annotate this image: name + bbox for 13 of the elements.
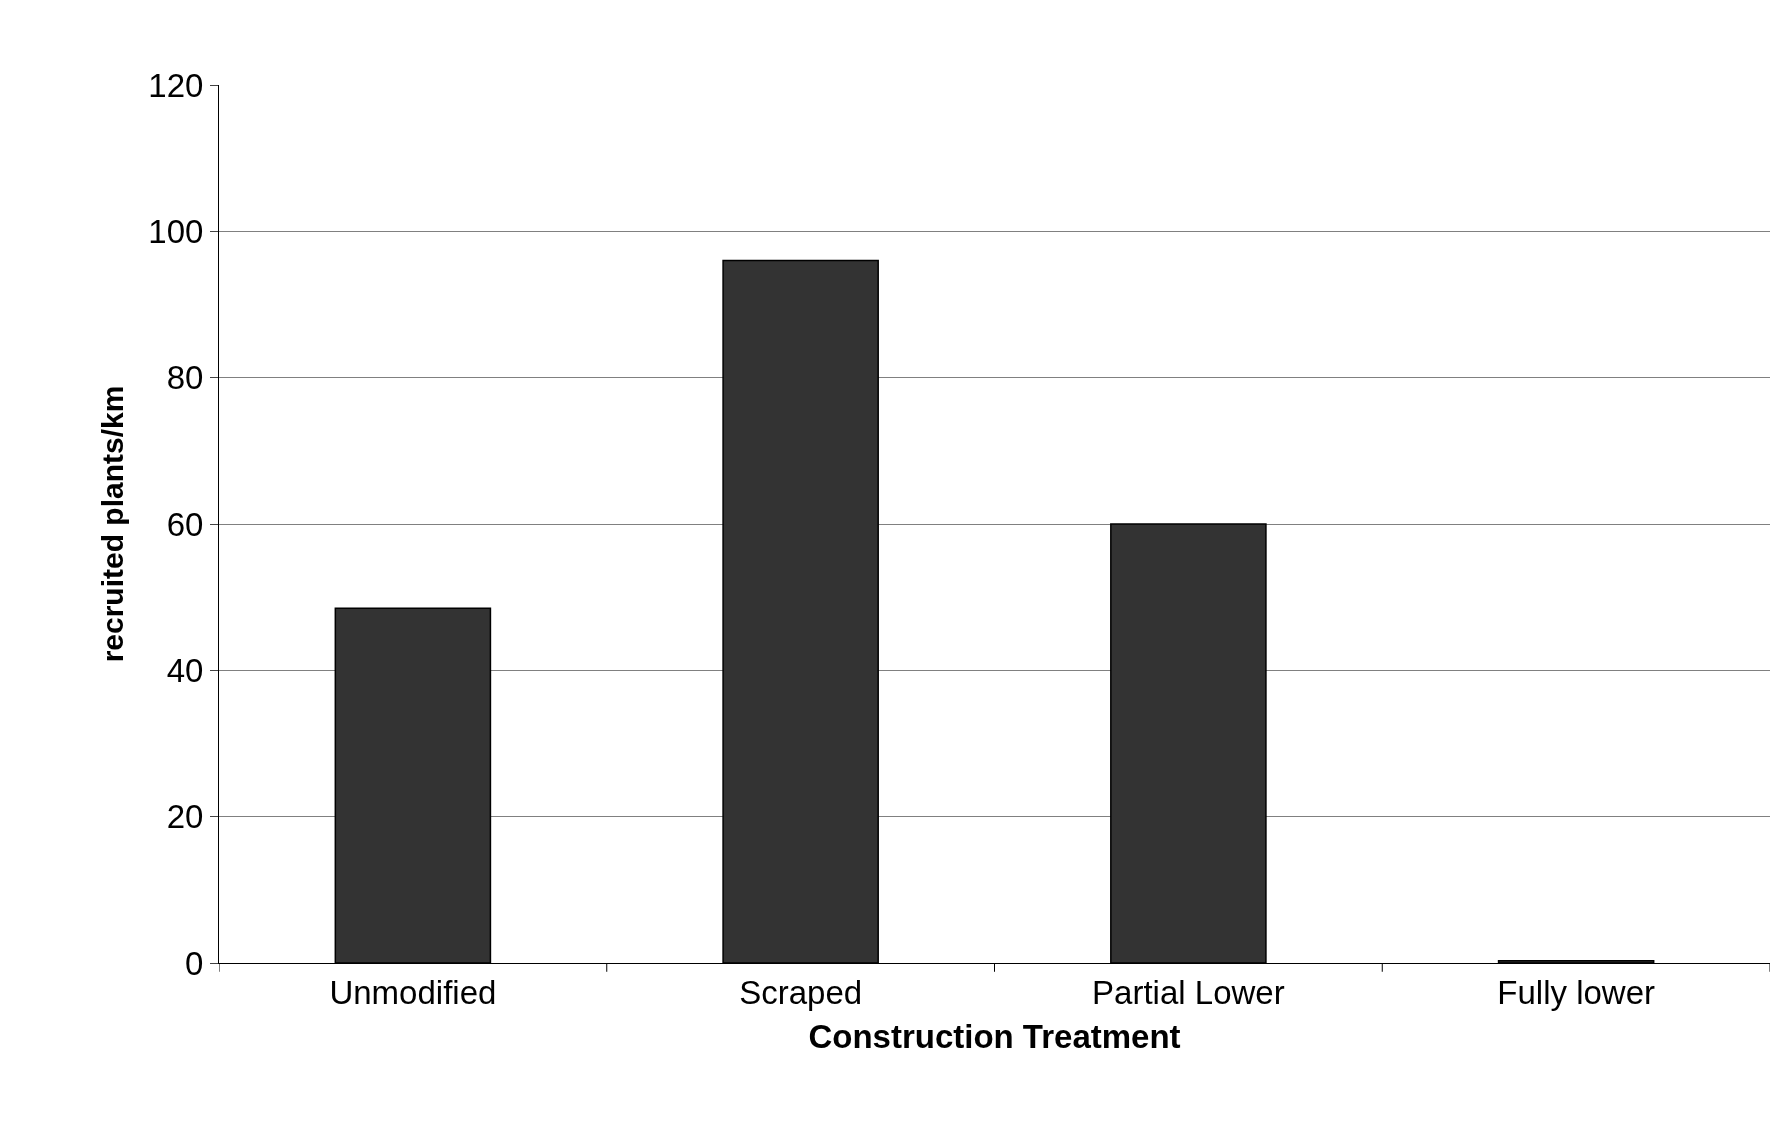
y-tick-label: 120 (148, 66, 204, 104)
x-tick-label: Fully lower (1497, 973, 1655, 1011)
y-axis-title: recruited plants/km (96, 385, 130, 663)
x-tick-label: Scraped (739, 973, 863, 1011)
x-tick-label: Partial Lower (1092, 973, 1285, 1011)
y-tick-label: 20 (166, 798, 204, 836)
x-tick-label: Unmodified (329, 973, 497, 1011)
x-axis-title: Construction Treatment (808, 1018, 1181, 1056)
y-tick-label: 0 (185, 944, 204, 982)
y-tick-label: 60 (166, 505, 204, 543)
y-tick-label: 80 (166, 359, 204, 397)
y-tick-label: 100 (148, 212, 204, 250)
y-tick-label: 40 (166, 651, 204, 689)
